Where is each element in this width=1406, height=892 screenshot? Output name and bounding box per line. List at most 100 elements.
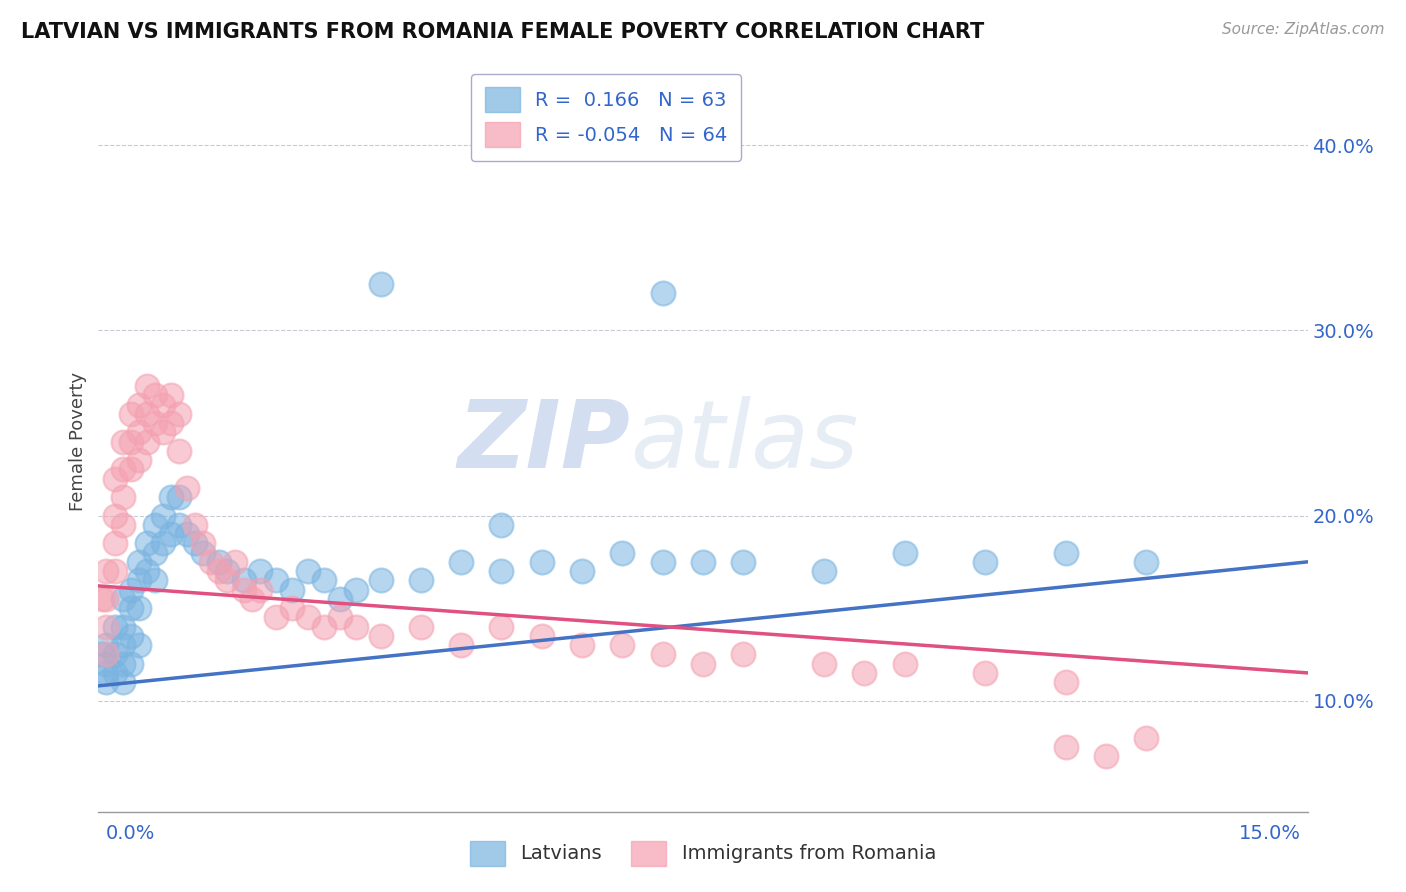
Immigrants from Romania — [491, 619, 513, 633]
Latvians — [128, 638, 150, 652]
Latvians — [96, 675, 118, 690]
Latvians — [974, 555, 997, 569]
Y-axis label: Female Poverty: Female Poverty — [69, 372, 87, 511]
Latvians — [612, 546, 634, 560]
Immigrants from Romania — [135, 407, 157, 421]
Immigrants from Romania — [297, 610, 319, 624]
Immigrants from Romania — [96, 619, 118, 633]
Latvians — [530, 555, 553, 569]
Latvians — [111, 638, 134, 652]
Latvians — [152, 536, 174, 550]
Immigrants from Romania — [329, 610, 352, 624]
Latvians — [264, 574, 287, 588]
Immigrants from Romania — [111, 434, 134, 449]
Immigrants from Romania — [224, 555, 246, 569]
Immigrants from Romania — [200, 555, 222, 569]
Latvians — [813, 564, 835, 578]
Latvians — [143, 517, 166, 532]
Latvians — [96, 638, 118, 652]
Latvians — [893, 546, 915, 560]
Immigrants from Romania — [143, 416, 166, 430]
Latvians — [120, 582, 142, 597]
Latvians — [120, 657, 142, 671]
Legend: Latvians, Immigrants from Romania: Latvians, Immigrants from Romania — [463, 833, 943, 873]
Immigrants from Romania — [1095, 749, 1118, 764]
Latvians — [143, 574, 166, 588]
Immigrants from Romania — [264, 610, 287, 624]
Immigrants from Romania — [1135, 731, 1157, 745]
Immigrants from Romania — [409, 619, 432, 633]
Latvians — [103, 619, 125, 633]
Immigrants from Romania — [193, 536, 215, 550]
Latvians — [143, 546, 166, 560]
Latvians — [1135, 555, 1157, 569]
Immigrants from Romania — [571, 638, 593, 652]
Immigrants from Romania — [135, 434, 157, 449]
Text: Source: ZipAtlas.com: Source: ZipAtlas.com — [1222, 22, 1385, 37]
Immigrants from Romania — [249, 582, 271, 597]
Immigrants from Romania — [314, 619, 336, 633]
Immigrants from Romania — [1054, 739, 1077, 754]
Latvians — [128, 555, 150, 569]
Text: LATVIAN VS IMMIGRANTS FROM ROMANIA FEMALE POVERTY CORRELATION CHART: LATVIAN VS IMMIGRANTS FROM ROMANIA FEMAL… — [21, 22, 984, 42]
Latvians — [160, 527, 183, 541]
Latvians — [450, 555, 472, 569]
Latvians — [217, 564, 239, 578]
Immigrants from Romania — [103, 564, 125, 578]
Latvians — [128, 601, 150, 615]
Text: atlas: atlas — [630, 396, 859, 487]
Latvians — [491, 517, 513, 532]
Immigrants from Romania — [281, 601, 304, 615]
Latvians — [651, 286, 673, 301]
Immigrants from Romania — [160, 416, 183, 430]
Immigrants from Romania — [96, 648, 118, 662]
Latvians — [111, 657, 134, 671]
Latvians — [120, 629, 142, 643]
Immigrants from Romania — [530, 629, 553, 643]
Immigrants from Romania — [160, 388, 183, 402]
Immigrants from Romania — [103, 536, 125, 550]
Immigrants from Romania — [152, 425, 174, 440]
Immigrants from Romania — [176, 481, 198, 495]
Immigrants from Romania — [103, 471, 125, 485]
Latvians — [370, 574, 392, 588]
Latvians — [370, 277, 392, 292]
Immigrants from Romania — [152, 398, 174, 412]
Latvians — [651, 555, 673, 569]
Latvians — [491, 564, 513, 578]
Latvians — [167, 490, 190, 504]
Immigrants from Romania — [893, 657, 915, 671]
Latvians — [232, 574, 254, 588]
Legend: R =  0.166   N = 63, R = -0.054   N = 64: R = 0.166 N = 63, R = -0.054 N = 64 — [471, 74, 741, 161]
Latvians — [249, 564, 271, 578]
Latvians — [193, 546, 215, 560]
Latvians — [297, 564, 319, 578]
Immigrants from Romania — [853, 665, 876, 680]
Immigrants from Romania — [217, 574, 239, 588]
Immigrants from Romania — [120, 407, 142, 421]
Latvians — [135, 536, 157, 550]
Latvians — [314, 574, 336, 588]
Immigrants from Romania — [651, 648, 673, 662]
Latvians — [120, 601, 142, 615]
Latvians — [96, 657, 118, 671]
Immigrants from Romania — [143, 388, 166, 402]
Immigrants from Romania — [96, 591, 118, 606]
Latvians — [184, 536, 207, 550]
Latvians — [571, 564, 593, 578]
Latvians — [103, 665, 125, 680]
Latvians — [167, 517, 190, 532]
Immigrants from Romania — [370, 629, 392, 643]
Immigrants from Romania — [733, 648, 755, 662]
Text: ZIP: ZIP — [457, 395, 630, 488]
Latvians — [176, 527, 198, 541]
Immigrants from Romania — [450, 638, 472, 652]
Latvians — [135, 564, 157, 578]
Immigrants from Romania — [96, 564, 118, 578]
Latvians — [91, 648, 114, 662]
Immigrants from Romania — [120, 462, 142, 476]
Latvians — [733, 555, 755, 569]
Immigrants from Romania — [111, 462, 134, 476]
Latvians — [281, 582, 304, 597]
Immigrants from Romania — [120, 434, 142, 449]
